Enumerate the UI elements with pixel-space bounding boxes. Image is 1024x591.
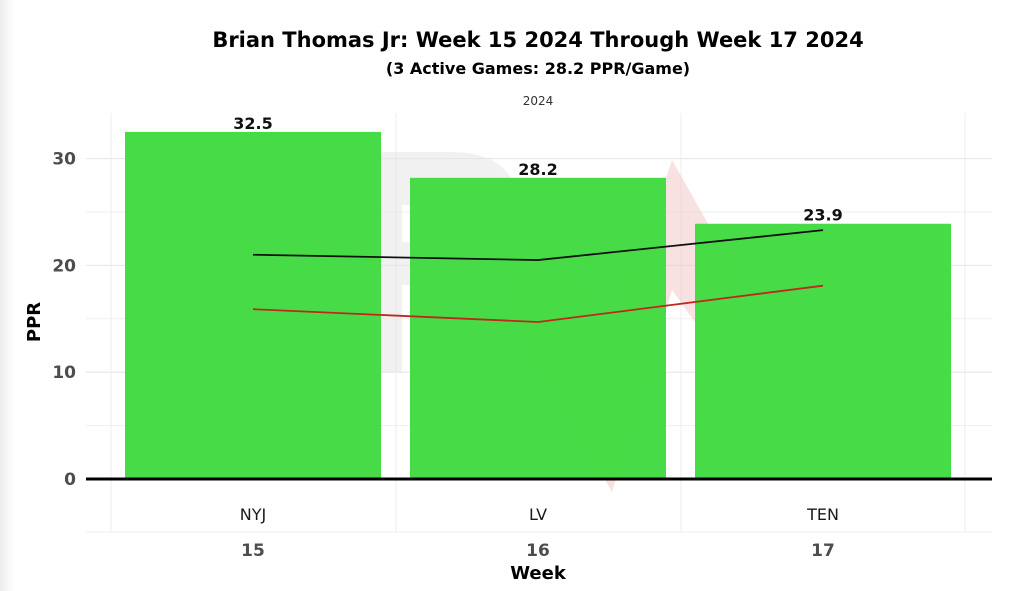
opponent-label: TEN — [806, 505, 839, 524]
data-label: 32.5 — [233, 114, 272, 133]
facet-label: 2024 — [523, 94, 554, 108]
y-tick-label: 10 — [52, 363, 76, 383]
overlay-line-2 — [252, 284, 824, 323]
y-tick-label: 0 — [64, 470, 76, 490]
chart-title: Brian Thomas Jr: Week 15 2024 Through We… — [212, 28, 863, 52]
y-tick-label: 20 — [52, 256, 76, 276]
chart-subtitle: (3 Active Games: 28.2 PPR/Game) — [386, 59, 690, 78]
x-axis-title: Week — [510, 563, 567, 584]
overlay-lines-layer — [252, 229, 824, 323]
bars-layer — [125, 131, 951, 479]
axes-layer: 0 10 20 30 — [52, 150, 992, 490]
bar-week-15 — [125, 131, 381, 479]
x-tick-label: 15 — [241, 541, 265, 561]
opponent-label: LV — [529, 505, 547, 524]
overlay-line-1 — [252, 229, 824, 261]
bar-week-17 — [695, 223, 951, 479]
data-label: 23.9 — [803, 206, 842, 225]
y-axis-title: PPR — [24, 302, 45, 342]
x-tick-label: 17 — [811, 541, 835, 561]
left-edge-shadow — [0, 0, 14, 591]
data-label: 28.2 — [518, 160, 557, 179]
x-tick-label: 16 — [526, 541, 550, 561]
labels-layer: 32.5 NYJ 15 28.2 LV 16 23.9 TEN 17 — [233, 114, 842, 561]
bar-week-16 — [410, 177, 666, 479]
y-tick-label: 30 — [52, 150, 76, 170]
opponent-label: NYJ — [240, 505, 266, 524]
